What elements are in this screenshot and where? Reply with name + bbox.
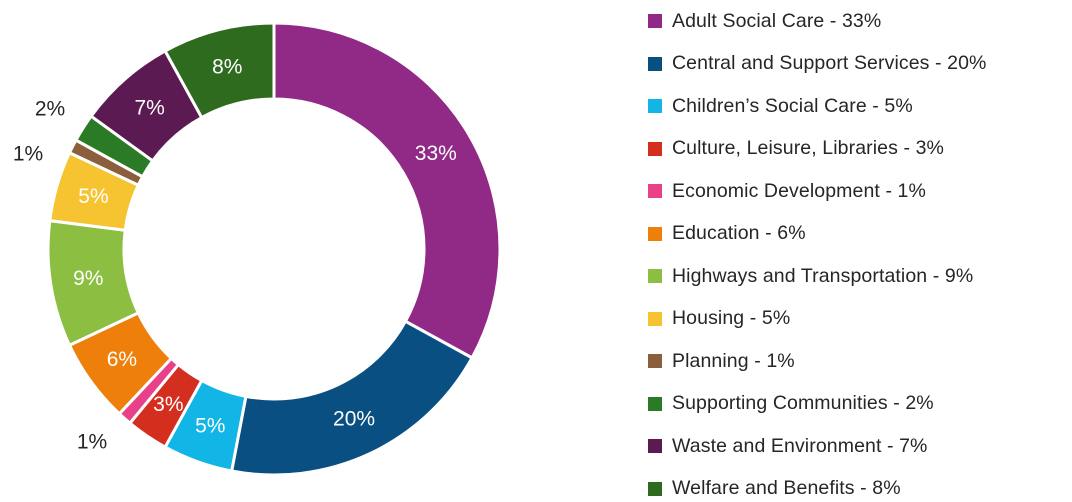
slice-value-label-culture-leisure-libraries: 3% xyxy=(153,393,183,416)
slice-value-label-supporting-communities: 2% xyxy=(35,98,65,121)
legend-item-education: Education - 6% xyxy=(648,221,806,247)
legend-item-supporting-communities: Supporting Communities - 2% xyxy=(648,391,934,417)
legend-swatch xyxy=(648,56,662,71)
legend-swatch xyxy=(648,99,662,113)
legend-item-waste-and-environment: Waste and Environment - 7% xyxy=(648,433,928,459)
legend-label: Planning - 1% xyxy=(672,349,795,372)
legend-label: Housing - 5% xyxy=(672,307,791,329)
slice-value-label-adult-social-care: 33% xyxy=(415,142,457,165)
legend-label: Culture, Leisure, Libraries - 3% xyxy=(672,137,944,159)
slice-value-label-education: 6% xyxy=(107,348,137,371)
legend-swatch xyxy=(648,396,662,411)
legend-label: Welfare and Benefits - 8% xyxy=(672,477,901,499)
legend-label: Waste and Environment - 7% xyxy=(672,434,928,457)
legend-swatch xyxy=(648,226,662,241)
legend-item-culture-leisure-libraries: Culture, Leisure, Libraries - 3% xyxy=(648,136,944,162)
donut-slice-central-and-support-services xyxy=(229,319,475,477)
slice-value-label-planning: 1% xyxy=(13,143,43,166)
legend-item-welfare-and-benefits: Welfare and Benefits - 8% xyxy=(648,476,901,502)
legend-swatch xyxy=(648,481,662,496)
legend-label: Central and Support Services - 20% xyxy=(672,52,987,74)
legend-item-children-s-social-care: Children’s Social Care - 5% xyxy=(648,93,913,119)
slice-value-label-children-s-social-care: 5% xyxy=(195,414,225,437)
donut-slice-welfare-and-benefits xyxy=(163,21,276,120)
legend-item-adult-social-care: Adult Social Care - 33% xyxy=(648,8,881,34)
legend-label: Education - 6% xyxy=(672,222,806,244)
legend-item-economic-development: Economic Development - 1% xyxy=(648,178,926,204)
legend-label: Supporting Communities - 2% xyxy=(672,392,934,414)
legend-swatch xyxy=(648,269,662,283)
legend-label: Adult Social Care - 33% xyxy=(672,9,882,32)
legend-label: Economic Development - 1% xyxy=(672,179,926,202)
slice-value-label-waste-and-environment: 7% xyxy=(134,96,164,119)
legend-swatch xyxy=(648,439,662,453)
donut-chart: 33% 20% 5% 3% 1% 6% 9% 5% 1% 2% 7% 8% xyxy=(13,21,502,477)
legend-swatch xyxy=(648,311,662,326)
legend-label: Children’s Social Care - 5% xyxy=(672,94,913,117)
slice-value-label-housing: 5% xyxy=(78,185,108,208)
legend-swatch xyxy=(648,354,662,368)
legend-item-central-and-support-services: Central and Support Services - 20% xyxy=(648,51,986,77)
legend-item-housing: Housing - 5% xyxy=(648,306,790,332)
legend-item-planning: Planning - 1% xyxy=(648,348,795,374)
legend-swatch xyxy=(648,141,662,156)
legend-swatch xyxy=(648,184,662,198)
legend-swatch xyxy=(648,14,662,28)
slice-value-label-welfare-and-benefits: 8% xyxy=(212,55,242,78)
legend-item-highways-and-transportation: Highways and Transportation - 9% xyxy=(648,263,973,289)
slice-value-label-central-and-support-services: 20% xyxy=(333,408,375,431)
legend-label: Highways and Transportation - 9% xyxy=(672,264,974,287)
donut-slice-adult-social-care xyxy=(272,21,502,360)
slice-value-label-highways-and-transportation: 9% xyxy=(73,267,103,290)
slice-value-label-economic-development: 1% xyxy=(77,431,107,454)
